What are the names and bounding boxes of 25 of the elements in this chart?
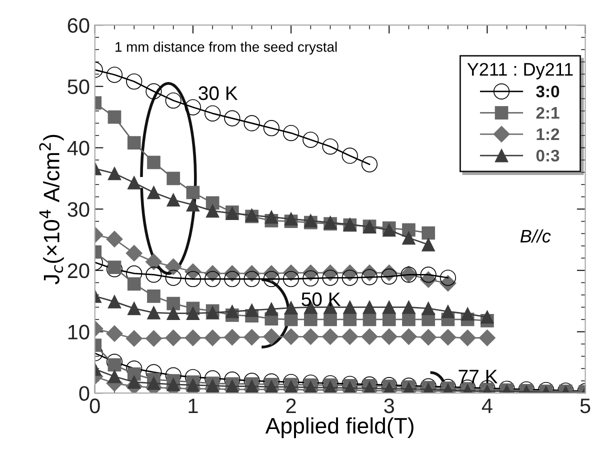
annotation: 50 K bbox=[302, 292, 341, 306]
x-tick-label: 0 bbox=[90, 398, 100, 414]
x-tick-label: 2 bbox=[286, 398, 296, 414]
x-tick-label: 1 bbox=[188, 398, 198, 414]
y-tick-label: 30 bbox=[68, 202, 90, 217]
legend-label: 2:1 bbox=[536, 106, 560, 119]
y-axis-title: J$_{c}$(×10$^{4}$ A/cm$^{2}$) bbox=[39, 134, 64, 284]
legend-title: Y211 : Dy211 bbox=[467, 62, 573, 80]
y-tick-label: 60 bbox=[68, 18, 90, 33]
x-axis-title: Applied field(T) bbox=[265, 417, 414, 438]
annotation: 1 mm distance from the seed crystal bbox=[116, 42, 337, 55]
legend-label: 1:2 bbox=[536, 128, 560, 140]
legend-label: 0:3 bbox=[536, 150, 560, 162]
x-tick-label: 4 bbox=[482, 398, 492, 414]
x-tick-label: 3 bbox=[384, 398, 394, 414]
y-tick-label: 50 bbox=[68, 79, 90, 94]
annotation: B//c bbox=[520, 229, 551, 243]
annotation: 30 K bbox=[198, 86, 238, 100]
y-tick-label: 0 bbox=[79, 386, 90, 401]
x-tick-label: 5 bbox=[580, 398, 590, 414]
legend-label: 3:0 bbox=[536, 86, 560, 98]
annotation: 77 K bbox=[458, 370, 498, 384]
y-tick-label: 10 bbox=[68, 324, 90, 340]
y-tick-label: 20 bbox=[68, 263, 90, 278]
y-tick-label: 40 bbox=[67, 140, 90, 156]
